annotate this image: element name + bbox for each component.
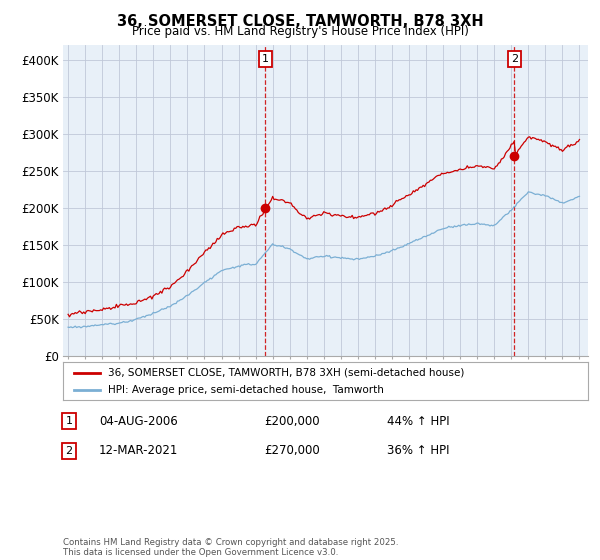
- Text: 2: 2: [65, 446, 73, 456]
- Text: 2: 2: [511, 54, 518, 64]
- Text: Price paid vs. HM Land Registry's House Price Index (HPI): Price paid vs. HM Land Registry's House …: [131, 25, 469, 38]
- Text: 1: 1: [65, 416, 73, 426]
- Text: 36% ↑ HPI: 36% ↑ HPI: [387, 444, 449, 458]
- Text: 36, SOMERSET CLOSE, TAMWORTH, B78 3XH: 36, SOMERSET CLOSE, TAMWORTH, B78 3XH: [116, 14, 484, 29]
- Text: 36, SOMERSET CLOSE, TAMWORTH, B78 3XH (semi-detached house): 36, SOMERSET CLOSE, TAMWORTH, B78 3XH (s…: [107, 368, 464, 378]
- Text: £200,000: £200,000: [264, 414, 320, 428]
- Text: £270,000: £270,000: [264, 444, 320, 458]
- Text: 12-MAR-2021: 12-MAR-2021: [99, 444, 178, 458]
- Text: HPI: Average price, semi-detached house,  Tamworth: HPI: Average price, semi-detached house,…: [107, 385, 383, 395]
- Text: Contains HM Land Registry data © Crown copyright and database right 2025.
This d: Contains HM Land Registry data © Crown c…: [63, 538, 398, 557]
- Text: 44% ↑ HPI: 44% ↑ HPI: [387, 414, 449, 428]
- Text: 04-AUG-2006: 04-AUG-2006: [99, 414, 178, 428]
- Text: 1: 1: [262, 54, 269, 64]
